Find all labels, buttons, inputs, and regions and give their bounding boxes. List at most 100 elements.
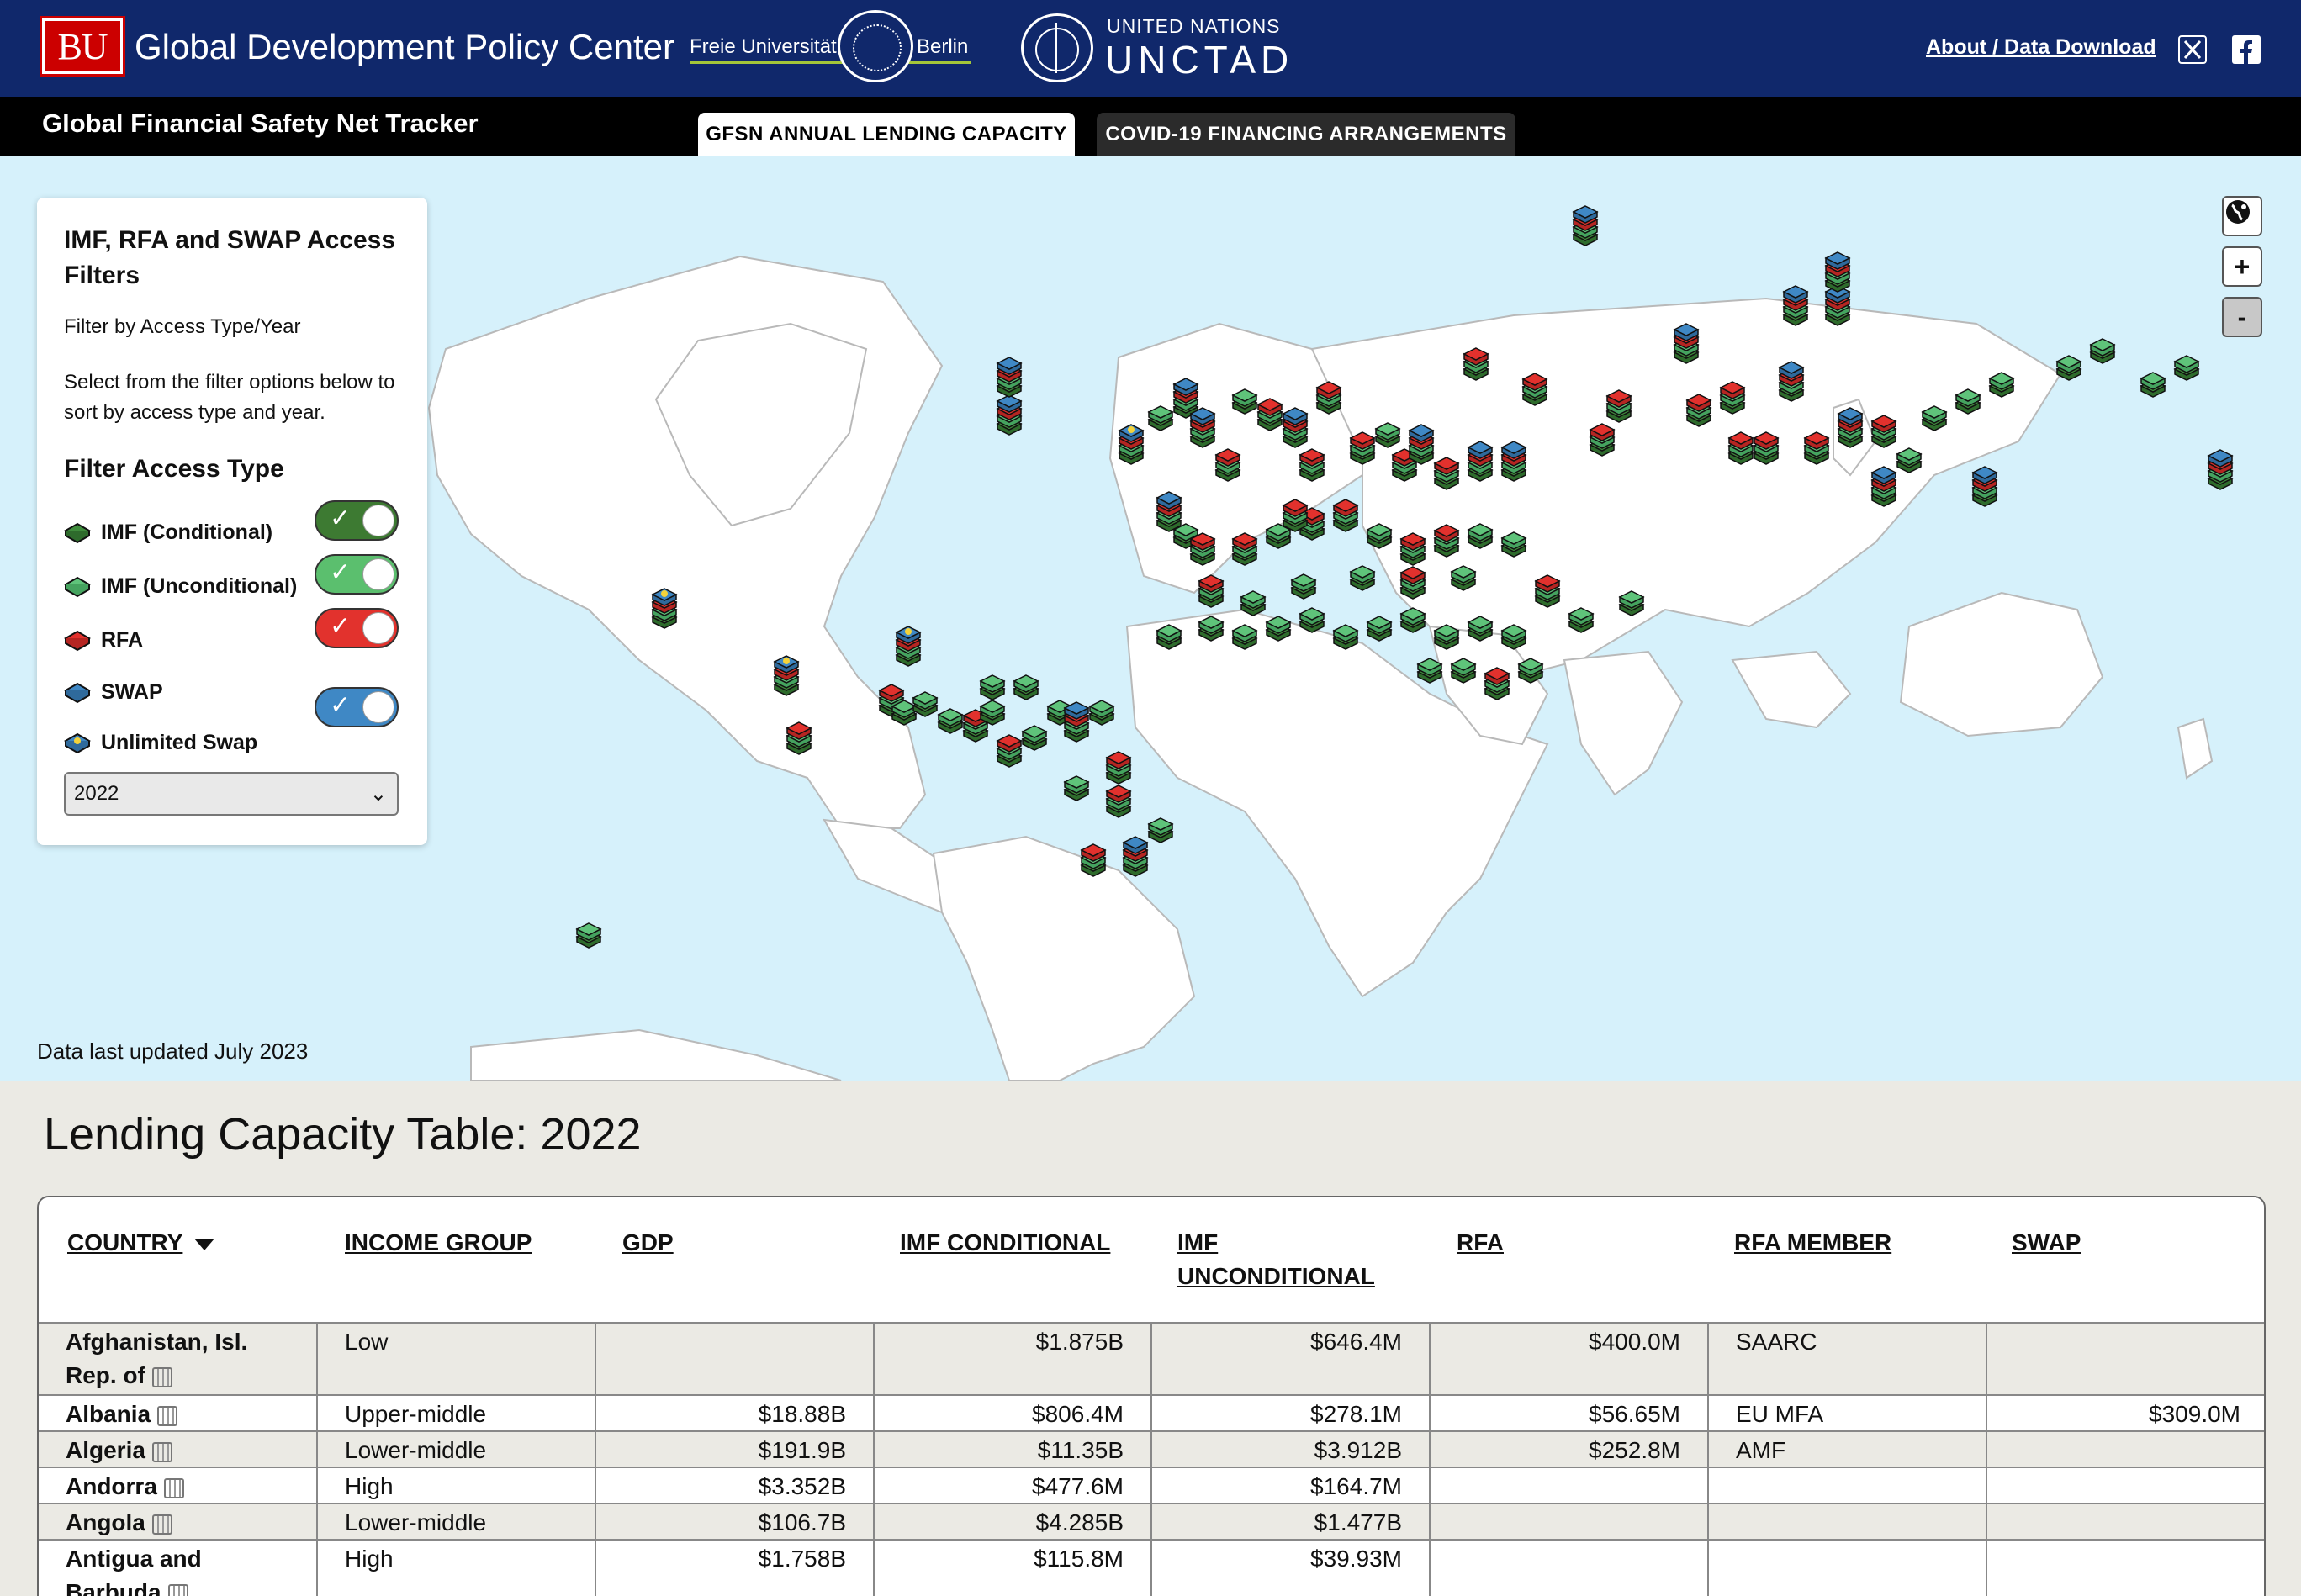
filter-panel-title: IMF, RFA and SWAP Access Filters [64,226,395,289]
map-canvas[interactable] [0,156,2301,1081]
unlimited-swap-icon [64,732,91,754]
table-cell-income: Lower-middle [316,1432,595,1467]
country-chart-icon[interactable] [151,1514,172,1535]
country-markers [575,205,2234,949]
fu-berlin-logo[interactable]: Freie Universität Berlin [688,8,974,84]
check-icon: ✓ [330,691,352,719]
north-america-land [427,255,944,829]
bu-logo[interactable]: BU [42,18,123,74]
un-big-text: UNCTAD [1105,38,1294,82]
world-map[interactable]: + - Data last updated July 2023 [0,156,2301,1081]
table-row[interactable]: Antigua and Barbuda High $1.758B $115.8M $39… [39,1539,2264,1596]
filter-panel-description: Select from the filter options below to … [64,371,395,424]
tab-gfsn-annual-lending-capacity[interactable]: GFSN ANNUAL LENDING CAPACITY [698,113,1075,156]
globe-reset-button[interactable] [2222,196,2262,236]
table-cell-imf-cond: $11.35B [873,1432,1150,1467]
column-header-income-group[interactable]: INCOME GROUP [345,1229,532,1255]
table-cell-swap: $309.0M [1986,1396,2264,1430]
top-header: BU Global Development Policy Center Frei… [0,0,2301,97]
table-row[interactable]: Andorra High $3.352B $477.6M $164.7M [39,1467,2264,1503]
globe-icon [2226,200,2250,224]
data-last-updated: Data last updated July 2023 [37,1038,309,1064]
country-chart-icon[interactable] [157,1405,178,1426]
column-header-rfa[interactable]: RFA [1457,1229,1504,1255]
legend-label-unlimited-swap: Unlimited Swap [101,731,258,754]
toggle-imf-conditional[interactable]: ✓ [315,500,399,541]
legend-label-imf-unconditional: IMF (Unconditional) [101,574,298,598]
table-cell-swap [1986,1432,2264,1467]
india-land [1563,650,1684,796]
tracker-bar: Global Financial Safety Net Tracker GFSN… [0,97,2301,156]
table-cell-imf-uncond: $164.7M [1150,1468,1429,1503]
zoom-out-button[interactable]: - [2222,297,2262,337]
country-chart-icon[interactable] [151,1441,172,1462]
table-cell-rfa-member [1707,1468,1986,1503]
new-zealand-land [2177,717,2214,780]
table-cell-imf-uncond: $39.93M [1150,1541,1429,1596]
legend-label-imf-conditional: IMF (Conditional) [101,521,273,544]
zoom-in-button[interactable]: + [2222,246,2262,287]
table-cell-imf-cond: $4.285B [873,1504,1150,1539]
x-icon[interactable] [2178,35,2207,64]
table-cell-rfa [1429,1468,1707,1503]
filter-panel: IMF, RFA and SWAP Access Filters Filter … [37,198,427,845]
table-cell-gdp: $1.758B [595,1541,873,1596]
table-row[interactable]: Albania Upper-middle $18.88B $806.4M $278.1M… [39,1394,2264,1430]
fu-right-text: Berlin [917,35,969,58]
southeast-asia-land [1731,650,1852,729]
country-chart-icon[interactable] [151,1366,172,1387]
legend-imf-conditional: IMF (Conditional) [64,519,417,549]
table-cell-country: Albania [39,1396,316,1430]
legend-rfa: RFA [64,626,417,657]
org-name[interactable]: Global Development Policy Center [135,27,674,66]
check-icon: ✓ [330,505,352,532]
table-cell-rfa-member: SAARC [1707,1324,1986,1394]
table-row[interactable]: Afghanistan, Isl. Rep. of Low $1.875B $646.… [39,1322,2264,1394]
toggle-knob [362,691,394,723]
country-chart-icon[interactable] [167,1583,188,1596]
column-header-rfa-member[interactable]: RFA MEMBER [1734,1229,1892,1255]
table-cell-imf-cond: $1.875B [873,1324,1150,1394]
column-header-gdp[interactable]: GDP [622,1229,674,1255]
swap-icon [64,682,91,704]
toggle-imf-unconditional[interactable]: ✓ [315,554,399,595]
table-cell-income: Lower-middle [316,1504,595,1539]
toggle-swap[interactable]: ✓ [315,687,399,727]
rfa-icon [64,630,91,652]
table-cell-income: High [316,1541,595,1596]
column-header-country[interactable]: COUNTRY [67,1226,320,1260]
filter-panel-subtitle: Filter by Access Type/Year [64,315,301,338]
table-cell-swap [1986,1468,2264,1503]
unctad-logo[interactable]: UNITED NATIONS UNCTAD [1021,12,1290,84]
chevron-down-icon: ⌄ [369,783,387,806]
table-row[interactable]: Algeria Lower-middle $191.9B $11.35B $3.912B… [39,1430,2264,1467]
column-header-swap[interactable]: SWAP [2012,1229,2081,1255]
table-cell-imf-cond: $115.8M [873,1541,1150,1596]
column-header-imf-unconditional[interactable]: IMF UNCONDITIONAL [1177,1229,1375,1289]
bu-logo-text: BU [57,25,108,67]
toggle-knob [362,612,394,644]
country-chart-icon[interactable] [163,1477,184,1498]
legend-swap: SWAP [64,679,417,709]
about-data-download-link[interactable]: About / Data Download [1926,35,2156,59]
table-cell-imf-uncond: $1.477B [1150,1504,1429,1539]
table-cell-rfa [1429,1541,1707,1596]
toggle-knob [362,558,394,590]
lending-capacity-table: COUNTRY INCOME GROUP GDP IMF CONDITIONAL… [37,1196,2266,1596]
australia-land [1899,591,2104,737]
table-cell-rfa-member: EU MFA [1707,1396,1986,1430]
sort-desc-icon [194,1238,215,1250]
table-header: COUNTRY INCOME GROUP GDP IMF CONDITIONAL… [39,1197,2264,1324]
tab-covid19-financing-arrangements[interactable]: COVID-19 FINANCING ARRANGEMENTS [1097,113,1515,156]
asia-land [1310,297,2062,679]
table-row[interactable]: Angola Lower-middle $106.7B $4.285B $1.477B [39,1503,2264,1539]
facebook-icon[interactable] [2232,35,2261,64]
table-cell-income: Upper-middle [316,1396,595,1430]
column-header-imf-conditional[interactable]: IMF CONDITIONAL [900,1229,1111,1255]
year-select[interactable]: 2022 ⌄ [64,772,399,816]
year-select-value: 2022 [74,782,119,805]
table-cell-imf-uncond: $646.4M [1150,1324,1429,1394]
table-cell-rfa-member [1707,1504,1986,1539]
table-cell-rfa: $400.0M [1429,1324,1707,1394]
toggle-rfa[interactable]: ✓ [315,608,399,648]
